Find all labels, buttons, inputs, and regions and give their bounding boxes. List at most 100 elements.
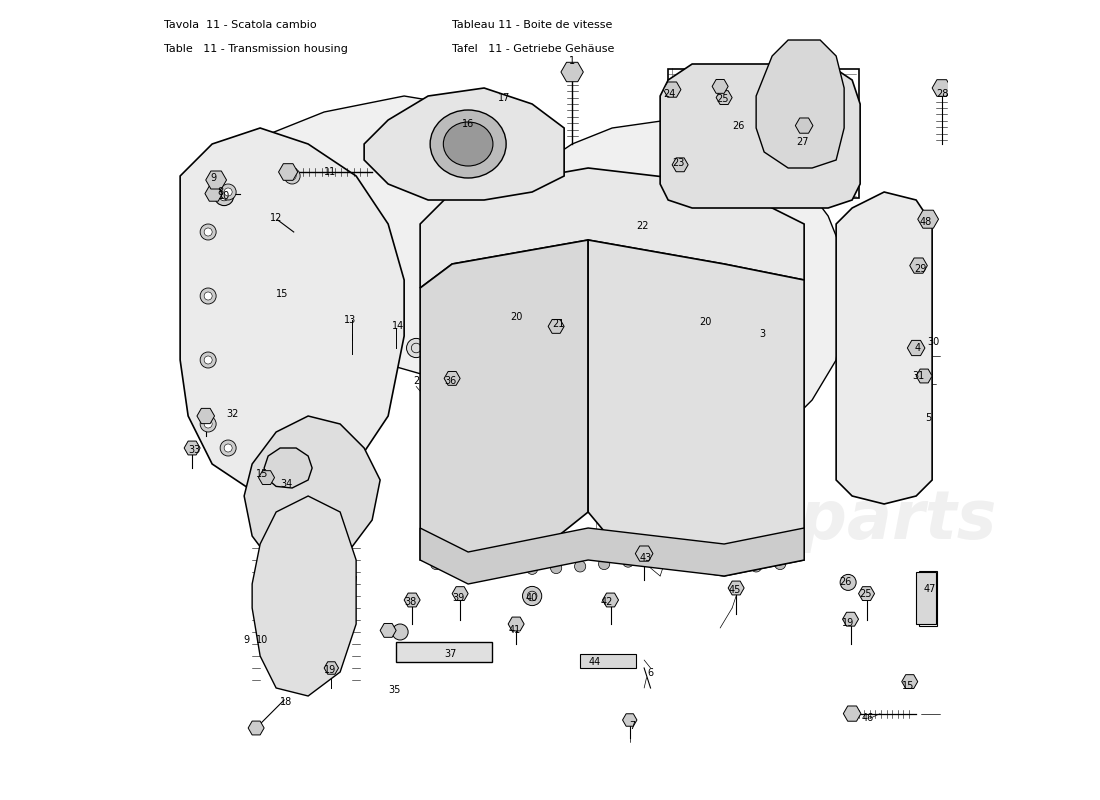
Circle shape [733, 110, 748, 126]
Circle shape [205, 420, 212, 428]
Polygon shape [844, 706, 861, 722]
Polygon shape [902, 674, 917, 689]
Circle shape [585, 267, 598, 280]
Circle shape [284, 168, 300, 184]
Text: 16: 16 [462, 119, 474, 129]
Circle shape [574, 561, 585, 572]
Text: europarts: europarts [628, 487, 997, 553]
Circle shape [679, 554, 690, 566]
Text: 40: 40 [526, 594, 538, 603]
Circle shape [550, 562, 562, 574]
Bar [668, 69, 858, 198]
Text: europarts: europarts [372, 231, 740, 297]
Circle shape [430, 646, 442, 658]
Text: 10: 10 [256, 635, 268, 645]
Polygon shape [420, 528, 804, 584]
Polygon shape [636, 546, 653, 562]
Text: 28: 28 [936, 90, 948, 99]
Circle shape [283, 521, 296, 534]
Text: 3: 3 [759, 329, 766, 338]
Text: 25: 25 [716, 94, 729, 104]
Polygon shape [716, 90, 733, 105]
Circle shape [224, 444, 232, 452]
Circle shape [205, 292, 212, 300]
Circle shape [200, 416, 216, 432]
Text: 8: 8 [217, 187, 223, 197]
Circle shape [565, 264, 579, 277]
Text: 32: 32 [227, 410, 239, 419]
Circle shape [200, 288, 216, 304]
Circle shape [351, 482, 364, 494]
Polygon shape [264, 448, 312, 488]
Circle shape [637, 393, 683, 439]
Text: 26: 26 [733, 122, 745, 131]
Bar [920, 571, 937, 626]
Circle shape [886, 430, 906, 450]
Text: 39: 39 [452, 594, 464, 603]
Text: 27: 27 [796, 137, 808, 146]
Circle shape [276, 452, 348, 524]
Text: 21: 21 [552, 319, 564, 329]
Text: Table   11 - Transmission housing: Table 11 - Transmission housing [164, 44, 348, 54]
Text: 15: 15 [902, 681, 914, 690]
Polygon shape [756, 40, 844, 168]
Text: 9: 9 [243, 635, 250, 645]
Polygon shape [588, 240, 804, 576]
Circle shape [891, 266, 902, 278]
Circle shape [774, 558, 785, 570]
Text: 9: 9 [211, 173, 217, 182]
Polygon shape [197, 408, 215, 424]
Circle shape [407, 338, 426, 358]
Circle shape [200, 352, 216, 368]
Polygon shape [843, 612, 858, 626]
Circle shape [407, 646, 418, 658]
Polygon shape [508, 617, 524, 631]
Polygon shape [278, 164, 298, 180]
Circle shape [329, 521, 341, 534]
Text: 18: 18 [279, 698, 292, 707]
Circle shape [726, 558, 738, 570]
Polygon shape [932, 80, 952, 96]
Text: 46: 46 [862, 714, 874, 723]
Circle shape [214, 186, 233, 206]
Polygon shape [623, 714, 637, 726]
Circle shape [470, 256, 483, 269]
Circle shape [891, 322, 902, 334]
Circle shape [724, 383, 757, 417]
Text: 19: 19 [842, 618, 855, 628]
Polygon shape [795, 118, 813, 134]
Text: 19: 19 [324, 666, 337, 675]
Polygon shape [444, 371, 460, 386]
Polygon shape [364, 88, 564, 200]
Circle shape [288, 460, 296, 468]
Circle shape [421, 258, 434, 270]
Text: 5: 5 [925, 413, 932, 422]
Circle shape [219, 191, 229, 201]
Text: 34: 34 [280, 479, 293, 489]
Text: 15: 15 [256, 469, 268, 478]
Circle shape [288, 172, 296, 180]
Polygon shape [836, 192, 932, 504]
Circle shape [623, 556, 634, 567]
Polygon shape [858, 586, 874, 601]
Polygon shape [452, 586, 469, 601]
Text: 23: 23 [672, 158, 684, 168]
Ellipse shape [249, 248, 368, 424]
Text: 31: 31 [912, 371, 925, 381]
Polygon shape [206, 171, 227, 189]
Polygon shape [672, 158, 689, 172]
Text: 4: 4 [915, 343, 921, 353]
Text: 33: 33 [188, 445, 200, 454]
Text: 17: 17 [498, 93, 510, 102]
Circle shape [289, 466, 334, 510]
Circle shape [200, 224, 216, 240]
Circle shape [886, 318, 906, 338]
Circle shape [205, 228, 212, 236]
Circle shape [454, 561, 465, 572]
Text: 42: 42 [601, 597, 613, 606]
Circle shape [518, 259, 530, 272]
Polygon shape [249, 721, 264, 735]
Circle shape [205, 356, 212, 364]
Polygon shape [258, 470, 275, 485]
Bar [580, 654, 636, 668]
